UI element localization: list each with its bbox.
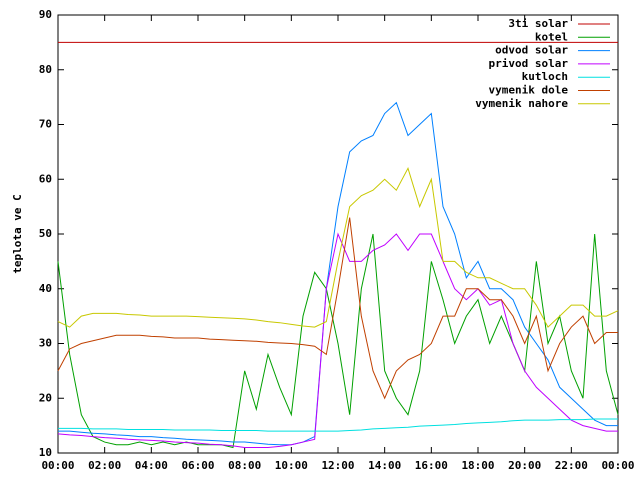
x-tick-label: 20:00: [508, 459, 541, 472]
series-line: [57, 232, 618, 449]
y-tick-label: 90: [39, 8, 52, 21]
y-axis-label: teplota ve C: [11, 194, 24, 273]
y-tick-label: 40: [39, 282, 52, 295]
x-tick-label: 04:00: [135, 459, 168, 472]
x-tick-label: 08:00: [228, 459, 261, 472]
y-tick-label: 20: [39, 391, 52, 404]
x-tick-label: 02:00: [88, 459, 121, 472]
y-tick-label: 70: [39, 118, 52, 131]
x-tick-label: 00:00: [601, 459, 634, 472]
y-tick-label: 50: [39, 227, 52, 240]
x-tick-label: 18:00: [461, 459, 494, 472]
y-tick-label: 10: [39, 446, 52, 459]
x-tick-label: 22:00: [555, 459, 588, 472]
y-tick-label: 30: [39, 337, 52, 350]
legend-label: 3ti solar: [508, 17, 568, 30]
legend-label: vymenik dole: [489, 84, 569, 97]
series-line: [58, 418, 618, 432]
series-line: [57, 217, 618, 400]
x-tick-label: 00:00: [41, 459, 74, 472]
x-tick-label: 14:00: [368, 459, 401, 472]
y-tick-label: 60: [39, 172, 52, 185]
legend-label: odvod solar: [495, 44, 568, 57]
x-tick-label: 16:00: [415, 459, 448, 472]
x-tick-label: 06:00: [181, 459, 214, 472]
series-line: [57, 166, 619, 328]
legend-label: kutloch: [522, 70, 568, 83]
y-tick-label: 80: [39, 63, 52, 76]
legend-label: privod solar: [489, 57, 569, 70]
series-line: [58, 101, 618, 446]
x-tick-label: 12:00: [321, 459, 354, 472]
legend-label: kotel: [535, 30, 568, 43]
legend-label: vymenik nahore: [475, 97, 568, 110]
x-tick-label: 10:00: [275, 459, 308, 472]
